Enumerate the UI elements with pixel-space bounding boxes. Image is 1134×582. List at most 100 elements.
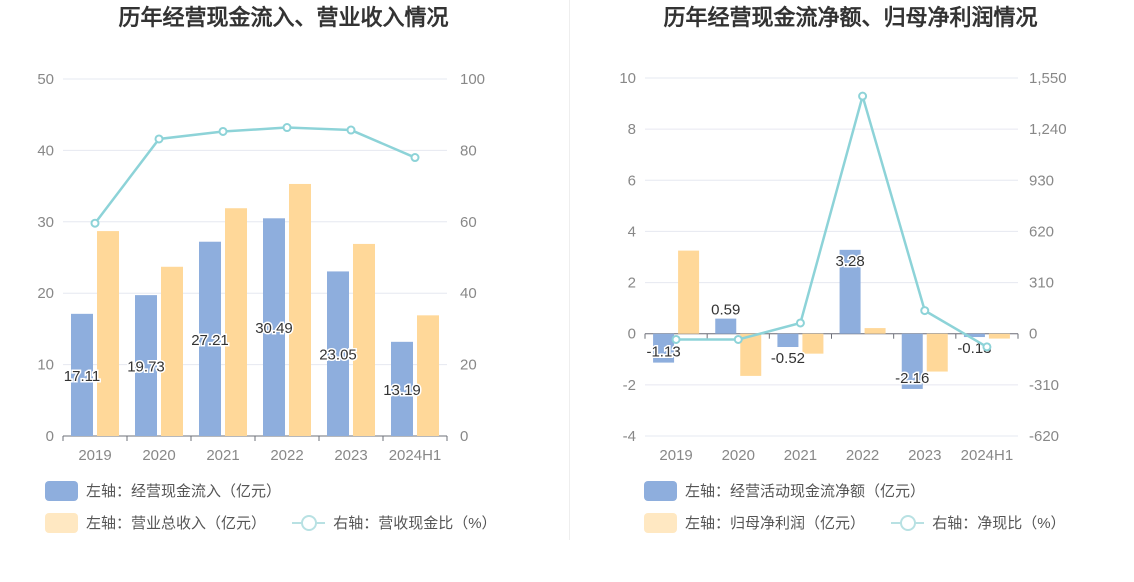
legend-label: 右轴：营收现金比（%） bbox=[333, 515, 497, 532]
bar-data-label: 0.59 bbox=[711, 302, 740, 319]
bar-data-label: 13.19 bbox=[383, 382, 421, 399]
legend-item-net-cash-ratio[interactable]: 右轴：净现比（%） bbox=[891, 512, 1066, 533]
bar-data-label: 3.28 bbox=[835, 253, 864, 270]
y-right-tick-label: 0 bbox=[1029, 326, 1037, 343]
legend-line-icon bbox=[891, 513, 925, 533]
y-left-tick-label: 0 bbox=[46, 428, 54, 445]
legend-row-1: 左轴：经营现金流入（亿元） bbox=[45, 480, 303, 505]
bar-series-2 bbox=[678, 250, 700, 334]
bar-series-2 bbox=[864, 328, 886, 334]
y-right-tick-label: 100 bbox=[460, 71, 485, 88]
line-series bbox=[676, 91, 988, 348]
x-tick-label: 2023 bbox=[334, 447, 367, 464]
y-right-tick-label: 0 bbox=[460, 428, 468, 445]
legend-swatch bbox=[644, 480, 677, 501]
bar-data-label: 19.73 bbox=[127, 359, 165, 376]
bar-series-1 bbox=[901, 333, 923, 389]
x-tick-label: 2022 bbox=[270, 447, 303, 464]
legend-swatch bbox=[45, 480, 78, 501]
bar-data-label: 23.05 bbox=[319, 347, 357, 364]
legend-item-net-cash-flow[interactable]: 左轴：经营活动现金流净额（亿元） bbox=[644, 480, 925, 501]
panel-divider bbox=[569, 0, 570, 540]
line-point bbox=[346, 125, 356, 135]
x-tick-label: 2024H1 bbox=[961, 447, 1014, 464]
bar-series-1 bbox=[135, 295, 157, 436]
bar-data-label: -0.52 bbox=[771, 350, 805, 367]
line-point bbox=[733, 334, 743, 344]
y-right-tick-label: 20 bbox=[460, 357, 477, 374]
legend-swatch bbox=[644, 512, 677, 533]
bar-series-1 bbox=[839, 249, 861, 334]
y-left-tick-label: 2 bbox=[628, 275, 636, 292]
line-series bbox=[94, 126, 416, 224]
legend-label: 左轴：经营现金流入（亿元） bbox=[86, 483, 282, 500]
y-left-tick-label: 6 bbox=[628, 172, 636, 189]
bar-data-label: -2.16 bbox=[895, 370, 929, 387]
x-tick-label: 2021 bbox=[784, 447, 817, 464]
legend-label: 左轴：经营活动现金流净额（亿元） bbox=[685, 483, 926, 500]
chart-title: 历年经营现金流入、营业收入情况 bbox=[118, 5, 449, 30]
x-tick-label: 2021 bbox=[206, 447, 239, 464]
y-left-tick-label: 30 bbox=[37, 214, 54, 231]
line-point bbox=[795, 318, 805, 328]
line-point bbox=[982, 342, 992, 352]
bar-series-2 bbox=[353, 243, 375, 436]
legend-item-cash-inflow[interactable]: 左轴：经营现金流入（亿元） bbox=[45, 480, 281, 501]
bar-series-1 bbox=[327, 271, 349, 436]
bar-data-label: -1.13 bbox=[646, 344, 680, 361]
y-left-tick-label: 0 bbox=[628, 326, 636, 343]
bar-series-1 bbox=[71, 313, 93, 436]
y-left-tick-label: 10 bbox=[37, 357, 54, 374]
bar-series-2 bbox=[97, 231, 119, 436]
bar-series-1 bbox=[777, 333, 799, 348]
y-right-tick-label: 1,550 bbox=[1029, 70, 1067, 87]
line-point bbox=[858, 91, 868, 101]
legend-swatch bbox=[45, 512, 78, 533]
bar-series-1 bbox=[199, 241, 221, 436]
y-left-tick-label: 10 bbox=[619, 70, 636, 87]
legend-item-revenue[interactable]: 左轴：营业总收入（亿元） bbox=[45, 512, 266, 533]
bar-series-2 bbox=[988, 333, 1010, 339]
y-left-tick-label: 40 bbox=[37, 142, 54, 159]
y-left-tick-label: -4 bbox=[623, 428, 636, 445]
line-point bbox=[410, 153, 420, 163]
y-left-tick-label: 20 bbox=[37, 285, 54, 302]
x-tick-label: 2019 bbox=[78, 447, 111, 464]
legend-label: 左轴：归母净利润（亿元） bbox=[685, 515, 866, 532]
y-right-tick-label: -310 bbox=[1029, 377, 1059, 394]
chart-plot-area: 0 10 20 30 40 50 0 20 40 60 80 100 2019 2020 2021 2022 2… bbox=[37, 71, 485, 464]
legend-item-cash-ratio[interactable]: 右轴：营收现金比（%） bbox=[292, 512, 497, 533]
chart-panel-right: 历年经营现金流净额、归母净利润情况 -4 -2 0 2 4 6 8 10 -620 -310 0 31… bbox=[567, 0, 1134, 582]
bar-series-1 bbox=[391, 341, 413, 436]
x-tick-label: 2024H1 bbox=[389, 447, 442, 464]
y-left-tick-label: 50 bbox=[37, 71, 54, 88]
x-tick-label: 2022 bbox=[846, 447, 879, 464]
y-right-tick-label: 1,240 bbox=[1029, 121, 1067, 138]
bar-series-1 bbox=[653, 333, 675, 363]
bar-series-2 bbox=[417, 315, 439, 436]
bar-series-2 bbox=[225, 208, 247, 436]
legend-item-net-profit[interactable]: 左轴：归母净利润（亿元） bbox=[644, 512, 865, 533]
bar-series-2 bbox=[289, 183, 311, 436]
legend-row-1: 左轴：经营活动现金流净额（亿元） bbox=[644, 480, 947, 505]
line-point bbox=[671, 334, 681, 344]
y-right-tick-label: -620 bbox=[1029, 428, 1059, 445]
legend-row-2: 左轴：营业总收入（亿元） 右轴：营收现金比（%） bbox=[45, 512, 519, 537]
y-right-tick-label: 80 bbox=[460, 142, 477, 159]
line-point bbox=[90, 218, 100, 228]
line-point bbox=[920, 306, 930, 316]
legend-label: 左轴：营业总收入（亿元） bbox=[86, 515, 267, 532]
bar-series-1 bbox=[963, 333, 985, 338]
y-left-tick-label: 8 bbox=[628, 121, 636, 138]
bar-data-label: 30.49 bbox=[255, 320, 293, 337]
legend-label: 右轴：净现比（%） bbox=[932, 515, 1066, 532]
y-right-tick-label: 930 bbox=[1029, 172, 1054, 189]
bar-series-1 bbox=[263, 218, 285, 436]
bar-series-2 bbox=[802, 333, 824, 354]
x-tick-label: 2019 bbox=[659, 447, 692, 464]
y-right-tick-label: 40 bbox=[460, 285, 477, 302]
y-right-tick-label: 310 bbox=[1029, 275, 1054, 292]
line-point bbox=[218, 126, 228, 136]
line-point bbox=[282, 123, 292, 133]
bar-series-2 bbox=[926, 333, 948, 372]
